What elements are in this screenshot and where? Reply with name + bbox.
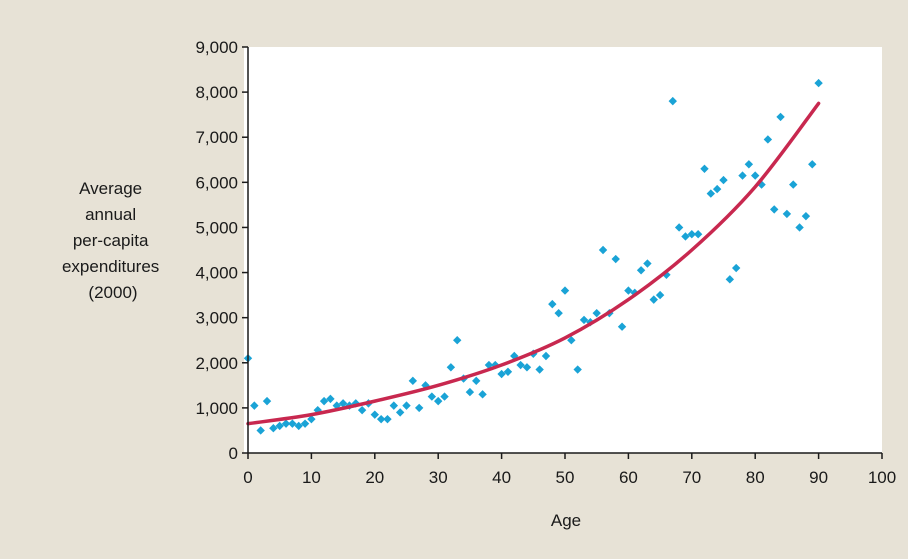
y-tick-label: 0 xyxy=(229,444,238,463)
y-axis-title: Average annual per-capita expenditures (… xyxy=(62,179,164,302)
y-axis-title-line-4: expenditures xyxy=(62,257,159,276)
y-tick-label: 1,000 xyxy=(195,399,238,418)
y-tick-label: 3,000 xyxy=(195,309,238,328)
y-tick-label: 7,000 xyxy=(195,128,238,147)
x-axis-title: Age xyxy=(551,511,581,530)
y-tick-label: 6,000 xyxy=(195,173,238,192)
y-tick-label: 9,000 xyxy=(195,38,238,57)
y-tick-label: 2,000 xyxy=(195,354,238,373)
y-tick-label: 8,000 xyxy=(195,83,238,102)
x-tick-label: 40 xyxy=(492,468,511,487)
x-tick-label: 70 xyxy=(682,468,701,487)
x-tick-label: 80 xyxy=(746,468,765,487)
y-tick-label: 5,000 xyxy=(195,218,238,237)
x-tick-label: 100 xyxy=(868,468,896,487)
y-axis-title-line-2: annual xyxy=(85,205,136,224)
x-tick-label: 50 xyxy=(556,468,575,487)
y-axis-title-line-5: (2000) xyxy=(88,283,137,302)
x-tick-label: 90 xyxy=(809,468,828,487)
plot-area xyxy=(244,47,882,453)
y-axis-title-line-3: per-capita xyxy=(73,231,149,250)
x-tick-label: 10 xyxy=(302,468,321,487)
x-tick-label: 0 xyxy=(243,468,252,487)
x-tick-label: 30 xyxy=(429,468,448,487)
y-tick-label: 4,000 xyxy=(195,264,238,283)
x-tick-label: 20 xyxy=(365,468,384,487)
y-axis-title-line-1: Average xyxy=(79,179,142,198)
x-tick-label: 60 xyxy=(619,468,638,487)
